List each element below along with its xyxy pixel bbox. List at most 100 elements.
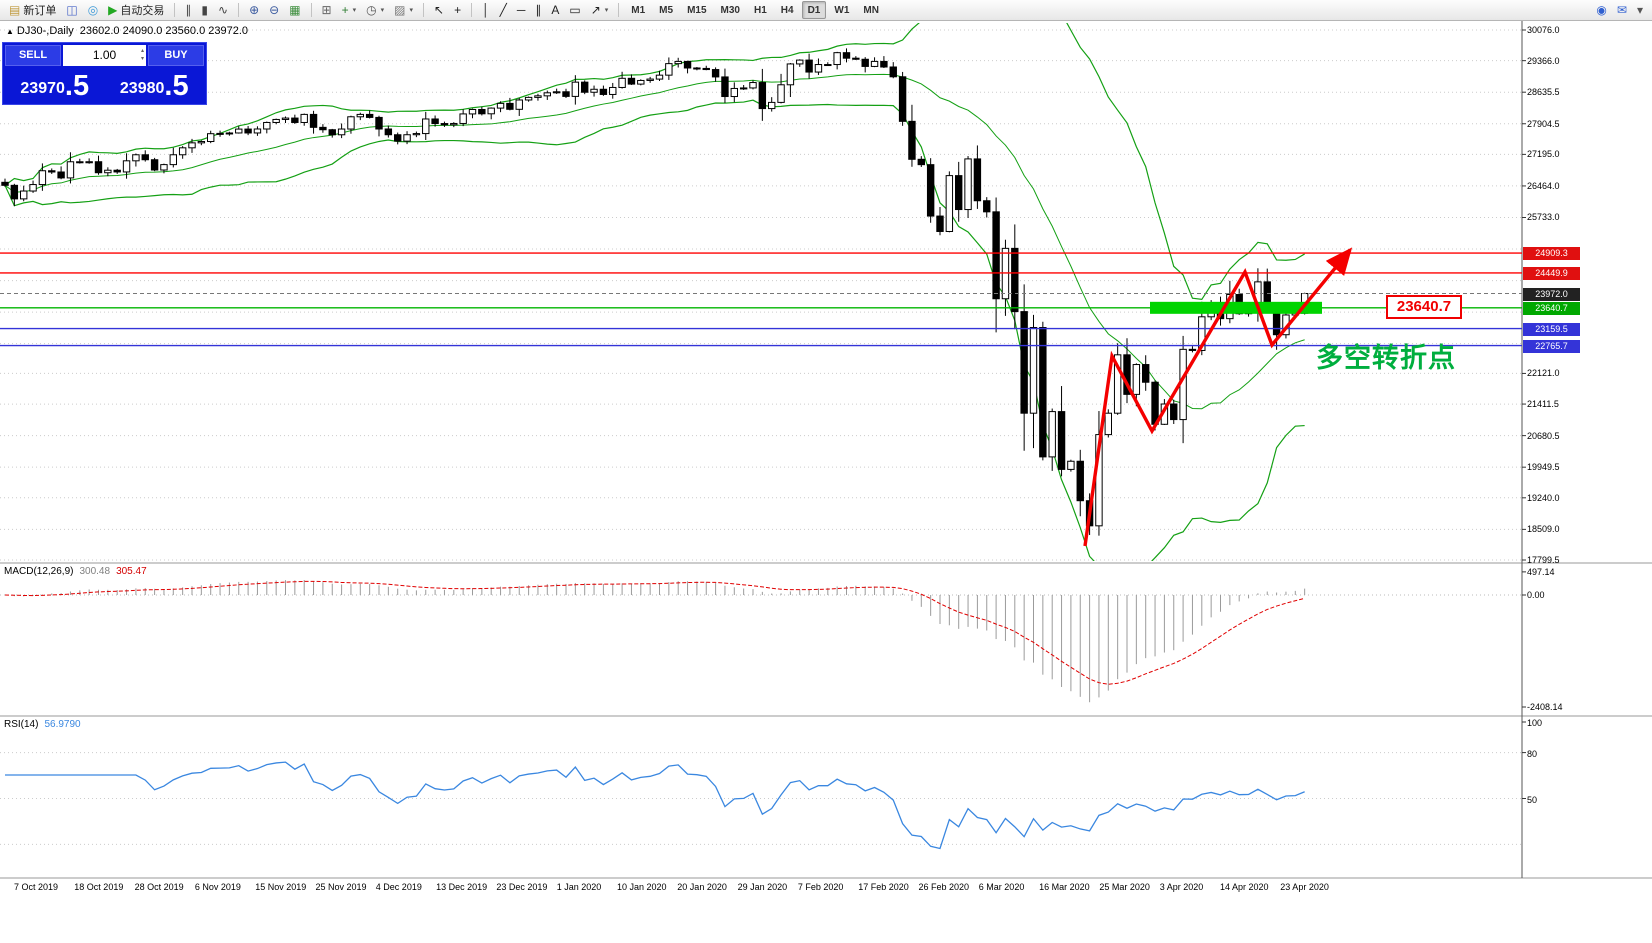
new-order-button-label: 新订单 (23, 5, 57, 17)
timeframe-m1-button[interactable]: M1 (631, 4, 646, 16)
symbol-period-label: DJ30-,Daily (16, 25, 74, 37)
sell-price: 23970.5 (5, 66, 105, 102)
grid-button[interactable]: ▦ (284, 1, 305, 19)
toolbar-separator (238, 3, 240, 17)
timeframe-m5-button[interactable]: M5 (659, 4, 674, 16)
vertical-line-button[interactable]: │ (477, 1, 495, 19)
timeframe-mn-button[interactable]: MN (863, 4, 879, 16)
candlestick-chart-button[interactable]: ▮ (196, 1, 213, 19)
line-chart-button[interactable]: ∿ (213, 1, 233, 19)
macd-main-value: 300.48 (79, 566, 111, 577)
bid-ask-prices: 23970.5 23980.5 (5, 66, 204, 102)
macd-signal-value: 305.47 (116, 566, 147, 577)
macd-name: MACD(12,26,9) (4, 566, 74, 577)
community-button-icon: ◉ (1596, 3, 1607, 17)
zoom-in-button[interactable]: ⊕ (244, 1, 264, 19)
buy-price: 23980.5 (105, 66, 205, 102)
turning-point-label: 多空转折点 (1316, 343, 1456, 373)
sell-button[interactable]: SELL (5, 45, 61, 66)
signals-button-icon: ◎ (87, 3, 99, 17)
toolbar-right-group: ◉ ✉ ▾ (1591, 1, 1648, 19)
toolbar-separator (423, 3, 424, 17)
rsi-name: RSI(14) (4, 719, 39, 730)
periods-button-icon: ◷ (366, 3, 377, 17)
arrows-button-dropdown-icon: ▾ (604, 7, 609, 14)
cursor-button[interactable]: ↖ (429, 1, 449, 19)
toolbar-separator (174, 3, 176, 17)
text-button[interactable]: A (546, 1, 564, 19)
tile-windows-button-icon: ⊞ (321, 3, 332, 17)
chart-ohlc-header: ▲ DJ30-,Daily 23602.0 24090.0 23560.0 2397… (6, 25, 248, 37)
channel-button[interactable]: ∥ (530, 1, 546, 19)
inbox-button-icon: ✉ (1616, 3, 1627, 17)
inbox-button[interactable]: ✉ (1612, 1, 1632, 19)
timeframe-m30-button[interactable]: M30 (720, 4, 740, 16)
one-click-trading-panel: SELL 1.00 ▴ ▾ BUY 23970.5 23980.5 (2, 42, 207, 105)
text-button-icon: A (551, 3, 560, 17)
autotrading-button[interactable]: ▶ 自动交易 (103, 1, 169, 19)
horizontal-line-button[interactable]: ─ (512, 1, 531, 19)
timeframe-h1-button[interactable]: H1 (753, 4, 767, 16)
rsi-indicator-label: RSI(14) 56.9790 (4, 719, 81, 730)
buy-price-main: 23980 (119, 80, 165, 97)
new-order-button[interactable]: ▤ 新订单 (4, 1, 61, 19)
autotrading-button-icon: ▶ (108, 3, 118, 17)
toolbar-separator (471, 3, 473, 17)
arrows-button[interactable]: ↗ ▾ (586, 1, 614, 19)
community-button[interactable]: ◉ (1591, 1, 1611, 19)
tile-windows-button[interactable]: ⊞ (317, 1, 337, 19)
grid-button-icon: ▦ (289, 3, 301, 17)
price-annotation-box: 23640.7 (1386, 295, 1462, 319)
crosshair-button[interactable]: + (449, 1, 466, 19)
volume-spinner[interactable]: ▴ ▾ (141, 47, 144, 63)
trendline-button[interactable]: ╱ (495, 1, 512, 19)
text-label-button-icon: ▭ (569, 3, 581, 17)
new-chart-button[interactable]: + ▾ (337, 1, 362, 19)
channel-button-icon: ∥ (535, 3, 542, 17)
signals-button[interactable]: ◎ (83, 1, 103, 19)
crosshair-button-icon: + (454, 3, 462, 17)
timeframe-d1-button[interactable]: D1 (801, 1, 827, 19)
trendline-button-icon: ╱ (499, 3, 507, 17)
volume-down-icon[interactable]: ▾ (140, 56, 144, 62)
zoom-out-button-icon: ⊖ (269, 3, 280, 17)
volume-up-icon[interactable]: ▴ (140, 48, 144, 54)
main-toolbar: ▤ 新订单 ◫ ◎ ▶ 自动交易 ∥ ▮ ∿ ⊕ ⊖ ▦ ⊞ + ▾ ◷ ▾ ▨ ▾ ↖ + │ ╱ ─ ∥ A ▭ ↗ ▾ M1 M5 M1… (0, 0, 1652, 21)
templates-button-dropdown-icon: ▾ (409, 7, 413, 14)
toolbar-separator (618, 3, 620, 17)
toolbar-separator (310, 3, 312, 17)
toolbar-overflow-button[interactable]: ▾ (1632, 1, 1648, 19)
bar-chart-button-icon: ∥ (185, 3, 192, 17)
zoom-out-button[interactable]: ⊖ (264, 1, 284, 19)
periods-button[interactable]: ◷ ▾ (361, 1, 389, 19)
text-label-button[interactable]: ▭ (564, 1, 585, 19)
new-chart-button-icon: + (341, 3, 349, 17)
sell-price-pips: .5 (64, 70, 90, 102)
candlestick-chart-button-icon: ▮ (201, 3, 209, 17)
volume-stepper[interactable]: 1.00 ▴ ▾ (63, 45, 146, 66)
timeframe-h4-button[interactable]: H4 (780, 4, 794, 16)
zoom-in-button-icon: ⊕ (249, 3, 260, 17)
rsi-value: 56.9790 (44, 719, 81, 730)
periods-button-dropdown-icon: ▾ (380, 7, 385, 14)
window-marker-icon: ▲ (6, 27, 14, 36)
buy-button[interactable]: BUY (148, 45, 204, 66)
charts-window-button-icon: ◫ (66, 3, 78, 17)
volume-value: 1.00 (92, 48, 117, 62)
bar-chart-button[interactable]: ∥ (180, 1, 196, 19)
timeframe-m15-button[interactable]: M15 (687, 4, 707, 16)
templates-button[interactable]: ▨ ▾ (389, 1, 418, 19)
horizontal-line-button-icon: ─ (516, 3, 526, 17)
arrows-button-icon: ↗ (590, 3, 601, 17)
sell-price-main: 23970 (20, 80, 65, 97)
trade-buttons-row: SELL 1.00 ▴ ▾ BUY (5, 45, 204, 66)
new-order-button-icon: ▤ (9, 3, 21, 17)
charts-window-button[interactable]: ◫ (61, 1, 82, 19)
cursor-button-icon: ↖ (434, 3, 445, 17)
line-chart-button-icon: ∿ (218, 3, 229, 17)
timeframe-w1-button[interactable]: W1 (834, 4, 850, 16)
ohlc-values: 23602.0 24090.0 23560.0 23972.0 (79, 25, 248, 37)
templates-button-icon: ▨ (394, 3, 406, 17)
vertical-line-button-icon: │ (482, 3, 490, 17)
